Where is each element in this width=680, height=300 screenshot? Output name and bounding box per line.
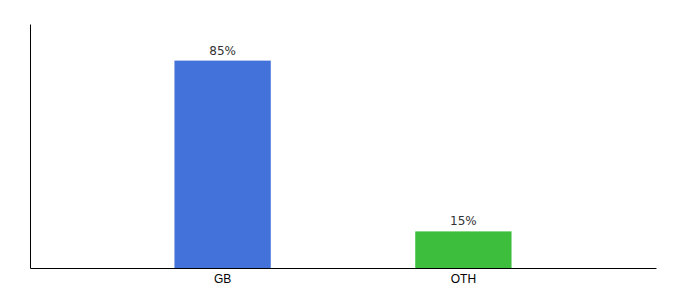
chart: GB OTH 85% 15% (0, 0, 680, 300)
bar (415, 231, 511, 268)
y-axis-line (30, 25, 31, 269)
plot: GB OTH 85% 15% (31, 25, 657, 286)
data-label: 15% (450, 214, 477, 228)
x-axis-line (31, 268, 657, 269)
bars (174, 61, 511, 268)
x-tick-label: OTH (451, 272, 476, 286)
y-axis (30, 25, 31, 269)
bar (174, 61, 270, 268)
x-tick: GB (214, 272, 231, 286)
data-labels: 85% 15% (209, 44, 476, 229)
x-tick-label: GB (214, 272, 231, 286)
x-axis: GB OTH (31, 269, 657, 286)
data-label: 85% (209, 44, 236, 58)
x-tick: OTH (451, 272, 476, 286)
